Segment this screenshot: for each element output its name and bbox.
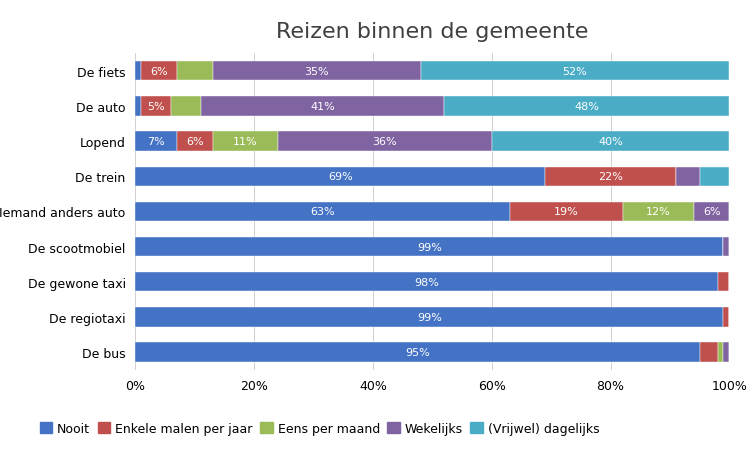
Bar bbox=[723, 308, 729, 327]
Bar bbox=[213, 62, 420, 81]
Bar bbox=[420, 62, 729, 81]
Text: 52%: 52% bbox=[562, 67, 587, 77]
Bar bbox=[135, 343, 699, 362]
Bar bbox=[135, 97, 141, 116]
Text: 99%: 99% bbox=[417, 312, 442, 322]
Bar bbox=[135, 202, 510, 221]
Text: 22%: 22% bbox=[598, 172, 623, 182]
Bar bbox=[723, 237, 729, 257]
Bar bbox=[135, 237, 723, 257]
Bar bbox=[510, 202, 623, 221]
Text: 35%: 35% bbox=[305, 67, 329, 77]
Text: 48%: 48% bbox=[575, 102, 599, 112]
Text: 7%: 7% bbox=[147, 137, 165, 147]
Bar bbox=[278, 132, 492, 152]
Text: 5%: 5% bbox=[147, 102, 165, 112]
Bar bbox=[444, 97, 729, 116]
Bar bbox=[135, 62, 141, 81]
Bar bbox=[135, 272, 717, 292]
Title: Reizen binnen de gemeente: Reizen binnen de gemeente bbox=[276, 22, 589, 41]
Text: 99%: 99% bbox=[417, 242, 442, 252]
Bar bbox=[135, 167, 545, 187]
Bar bbox=[201, 97, 444, 116]
Bar bbox=[699, 167, 729, 187]
Bar bbox=[723, 343, 729, 362]
Bar bbox=[177, 62, 213, 81]
Bar bbox=[135, 308, 723, 327]
Bar bbox=[699, 343, 717, 362]
Text: 41%: 41% bbox=[310, 102, 335, 112]
Text: 40%: 40% bbox=[599, 137, 623, 147]
Text: 69%: 69% bbox=[328, 172, 353, 182]
Bar bbox=[694, 202, 729, 221]
Text: 36%: 36% bbox=[372, 137, 397, 147]
Bar bbox=[141, 97, 171, 116]
Bar bbox=[623, 202, 694, 221]
Text: 19%: 19% bbox=[553, 207, 578, 217]
Bar bbox=[171, 97, 201, 116]
Text: 95%: 95% bbox=[405, 347, 430, 357]
Text: 6%: 6% bbox=[186, 137, 204, 147]
Text: 63%: 63% bbox=[310, 207, 335, 217]
Bar bbox=[676, 167, 699, 187]
Text: 6%: 6% bbox=[703, 207, 720, 217]
Bar bbox=[141, 62, 177, 81]
Legend: Nooit, Enkele malen per jaar, Eens per maand, Wekelijks, (Vrijwel) dagelijks: Nooit, Enkele malen per jaar, Eens per m… bbox=[35, 417, 605, 440]
Text: 12%: 12% bbox=[646, 207, 671, 217]
Bar bbox=[177, 132, 213, 152]
Text: 98%: 98% bbox=[414, 277, 439, 287]
Text: 6%: 6% bbox=[150, 67, 168, 77]
Bar bbox=[492, 132, 729, 152]
Bar bbox=[545, 167, 676, 187]
Bar bbox=[717, 272, 729, 292]
Bar bbox=[213, 132, 278, 152]
Bar bbox=[135, 132, 177, 152]
Bar bbox=[717, 343, 723, 362]
Text: 11%: 11% bbox=[233, 137, 258, 147]
